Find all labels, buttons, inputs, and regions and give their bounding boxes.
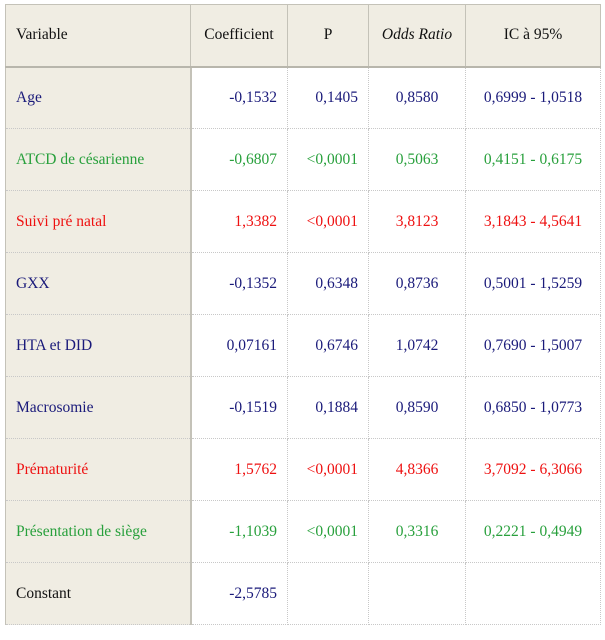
cell-odds-ratio: 4,8366 [368,438,466,501]
cell-odds-ratio [368,562,466,625]
cell-ci95: 3,7092 - 6,3066 [465,438,601,501]
cell-variable: ATCD de césarienne [5,128,192,191]
cell-odds-ratio: 0,5063 [368,128,466,191]
cell-odds-ratio: 3,8123 [368,190,466,253]
cell-ci95: 0,7690 - 1,5007 [465,314,601,377]
table-row-presentation-siege: Présentation de siège -1,1039 <0,0001 0,… [5,500,601,563]
cell-p: 0,1884 [287,376,369,439]
header-coefficient: Coefficient [190,4,288,68]
cell-variable: Age [5,66,192,129]
cell-odds-ratio: 0,8736 [368,252,466,315]
cell-coefficient: -0,1532 [190,66,288,129]
cell-odds-ratio: 0,3316 [368,500,466,563]
table-row-prematurite: Prématurité 1,5762 <0,0001 4,8366 3,7092… [5,438,601,501]
cell-coefficient: -1,1039 [190,500,288,563]
cell-variable: Suivi pré natal [5,190,192,253]
cell-coefficient: -0,1519 [190,376,288,439]
header-p: P [287,4,369,68]
cell-coefficient: -2,5785 [190,562,288,625]
cell-variable: Présentation de siège [5,500,192,563]
cell-variable: HTA et DID [5,314,192,377]
header-variable: Variable [5,4,191,68]
cell-ci95: 0,6850 - 1,0773 [465,376,601,439]
cell-variable: Prématurité [5,438,192,501]
cell-coefficient: 1,5762 [190,438,288,501]
cell-ci95 [465,562,601,625]
cell-variable: GXX [5,252,192,315]
table-row-age: Age -0,1532 0,1405 0,8580 0,6999 - 1,051… [5,66,601,129]
logistic-regression-table: Variable Coefficient P Odds Ratio IC à 9… [5,4,601,625]
table-row-atcd-cesarienne: ATCD de césarienne -0,6807 <0,0001 0,506… [5,128,601,191]
cell-variable: Macrosomie [5,376,192,439]
cell-p: 0,1405 [287,66,369,129]
table-row-hta-did: HTA et DID 0,07161 0,6746 1,0742 0,7690 … [5,314,601,377]
cell-ci95: 3,1843 - 4,5641 [465,190,601,253]
cell-coefficient: -0,1352 [190,252,288,315]
cell-p: 0,6746 [287,314,369,377]
cell-variable: Constant [5,562,192,625]
header-ci95: IC à 95% [465,4,601,68]
table-row-suivi-pre-natal: Suivi pré natal 1,3382 <0,0001 3,8123 3,… [5,190,601,253]
table-header: Variable Coefficient P Odds Ratio IC à 9… [5,4,601,68]
cell-p: <0,0001 [287,128,369,191]
cell-p: 0,6348 [287,252,369,315]
cell-odds-ratio: 1,0742 [368,314,466,377]
table-body: Age -0,1532 0,1405 0,8580 0,6999 - 1,051… [5,66,601,625]
cell-odds-ratio: 0,8580 [368,66,466,129]
cell-ci95: 0,4151 - 0,6175 [465,128,601,191]
cell-odds-ratio: 0,8590 [368,376,466,439]
cell-coefficient: 0,07161 [190,314,288,377]
cell-p: <0,0001 [287,438,369,501]
cell-p [287,562,369,625]
cell-ci95: 0,6999 - 1,0518 [465,66,601,129]
cell-ci95: 0,2221 - 0,4949 [465,500,601,563]
cell-ci95: 0,5001 - 1,5259 [465,252,601,315]
table-row-gxx: GXX -0,1352 0,6348 0,8736 0,5001 - 1,525… [5,252,601,315]
cell-p: <0,0001 [287,500,369,563]
table-row-constant: Constant -2,5785 [5,562,601,625]
table-row-macrosomie: Macrosomie -0,1519 0,1884 0,8590 0,6850 … [5,376,601,439]
cell-coefficient: -0,6807 [190,128,288,191]
cell-p: <0,0001 [287,190,369,253]
header-odds-ratio: Odds Ratio [368,4,466,68]
header-row: Variable Coefficient P Odds Ratio IC à 9… [5,4,601,68]
cell-coefficient: 1,3382 [190,190,288,253]
